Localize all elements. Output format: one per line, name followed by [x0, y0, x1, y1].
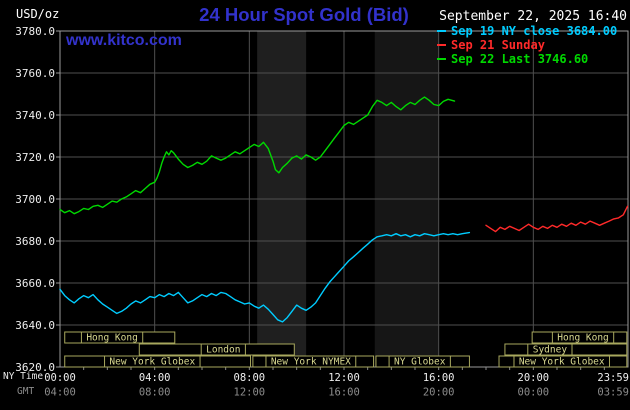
session-label: New York Globex: [519, 357, 605, 368]
session-label: Sydney: [533, 345, 568, 356]
series-line-2: [485, 205, 629, 233]
legend-label: Sep 21 Sunday: [451, 38, 545, 52]
session-label: London: [206, 345, 240, 356]
x-tick-label-gmt: 08:00: [139, 387, 171, 399]
y-tick-label: 3760.0: [15, 67, 55, 80]
session-label-box: [551, 331, 615, 344]
session-label: NY Globex: [394, 357, 446, 368]
x-tick-label-ny: 00:00: [44, 372, 76, 384]
session-label: New York Globex: [109, 357, 195, 368]
legend-item-sep21: Sep 21 Sunday: [437, 38, 617, 52]
x-tick-label-ny: 16:00: [423, 372, 455, 384]
y-tick-label: 3640.0: [15, 319, 55, 332]
x-axis-ny-time-label: NY Time: [3, 371, 44, 382]
x-tick-label-ny: 04:00: [139, 372, 171, 384]
x-tick-label-gmt: 04:00: [44, 387, 76, 399]
series-dash-icon: [437, 30, 446, 32]
series-line-0: [59, 96, 456, 215]
session-label: Hong Kong: [86, 333, 137, 344]
session-label-box: [388, 355, 451, 368]
y-tick-label: 3780.0: [15, 25, 55, 38]
kitco-watermark-link[interactable]: www.kitco.com: [66, 32, 182, 49]
x-tick-label-gmt: 00:00: [518, 387, 550, 399]
session-label: Hong Kong: [557, 333, 608, 344]
series-line-1: [59, 231, 471, 323]
session-label-box: [265, 355, 357, 368]
x-tick-label-ny: 08:00: [234, 372, 266, 384]
session-label-box: [513, 355, 610, 368]
x-tick-label-gmt: 12:00: [234, 387, 266, 399]
x-tick-label-ny: 23:59: [597, 372, 629, 384]
legend-item-sep19: Sep 19 NY close 3684.00: [437, 24, 617, 38]
y-tick-label: 3660.0: [15, 277, 55, 290]
x-tick-label-ny: 20:00: [518, 372, 550, 384]
x-tick-label-ny: 12:00: [328, 372, 360, 384]
x-axis-gmt-label: GMT: [17, 386, 35, 397]
legend-label: Sep 22 Last 3746.60: [451, 52, 589, 66]
y-tick-label: 3680.0: [15, 235, 55, 248]
chart-title: 24 Hour Spot Gold (Bid): [199, 4, 409, 25]
x-tick-label-gmt: 03:59: [597, 387, 629, 399]
y-tick-label: 3720.0: [15, 151, 55, 164]
y-tick-label: 3740.0: [15, 109, 55, 122]
session-label: New York NYMEX: [271, 357, 351, 368]
legend: Sep 19 NY close 3684.00 Sep 21 Sunday Se…: [437, 24, 617, 66]
x-tick-label-gmt: 20:00: [423, 387, 455, 399]
y-axis-units-label: USD/oz: [16, 7, 60, 21]
series-dash-icon: [437, 44, 446, 46]
y-tick-label: 3700.0: [15, 193, 55, 206]
series-dash-icon: [437, 58, 446, 60]
session-label-box: [200, 343, 246, 356]
x-tick-label-gmt: 16:00: [328, 387, 360, 399]
legend-item-sep22: Sep 22 Last 3746.60: [437, 52, 617, 66]
session-label-box: [527, 343, 573, 356]
legend-label: Sep 19 NY close 3684.00: [451, 24, 618, 38]
session-label-box: [80, 331, 144, 344]
y-tick-label: 3620.0: [15, 361, 55, 374]
chart-datetime: September 22, 2025 16:40: [439, 9, 627, 24]
session-label-box: [104, 355, 201, 368]
